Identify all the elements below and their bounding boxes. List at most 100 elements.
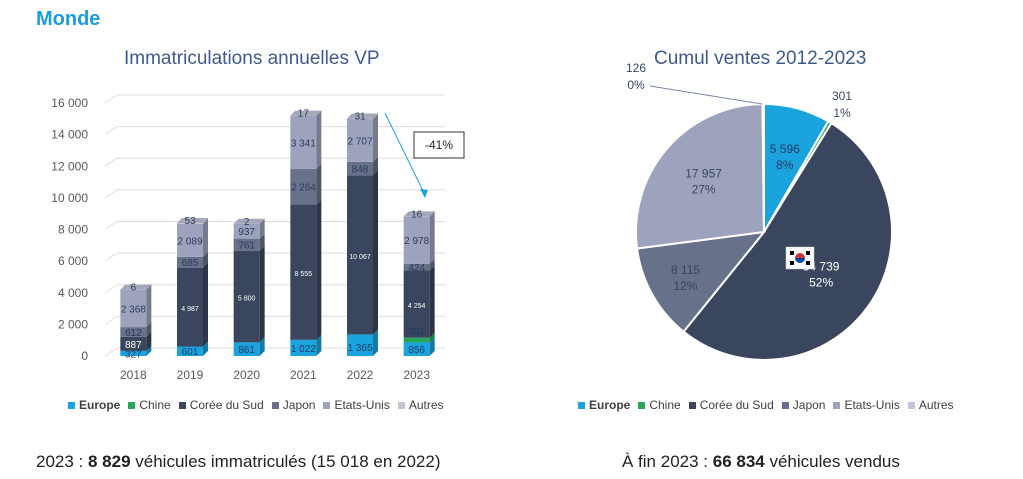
data-label-etats-unis: 2 978 xyxy=(404,236,429,247)
x-tick-label: 2023 xyxy=(403,368,430,382)
data-label-europe: 861 xyxy=(238,345,255,356)
bar-segment-etats-unis xyxy=(233,223,260,239)
pie-value-chine: 301 xyxy=(832,89,852,103)
bar-side-etats-unis xyxy=(146,284,152,328)
bar-segment-japon xyxy=(233,238,260,251)
legend-swatch xyxy=(578,401,585,409)
bar-legend-item-etats-unis: Etats-Unis xyxy=(323,398,390,412)
legend-label: Etats-Unis xyxy=(334,398,390,412)
pie-percent-japon: 12% xyxy=(673,279,697,293)
bar-segment-etats-unis xyxy=(347,119,373,162)
bar-segment-europe xyxy=(120,350,147,356)
bar-segment-autres xyxy=(347,118,373,120)
pie-legend-item-etats-unis: Etats-Unis xyxy=(833,398,900,412)
bar-side-europe xyxy=(429,337,435,356)
data-label-japon: 2 264 xyxy=(291,183,316,194)
pie-legend-item-chine: Chine xyxy=(638,398,681,412)
bar-segment-coree-du-sud xyxy=(233,250,260,343)
y-tick-label: 14 000 xyxy=(51,128,88,142)
bar-side-europe xyxy=(373,329,378,356)
summary-right-suffix: véhicules vendus xyxy=(764,452,900,471)
bar-segment-europe xyxy=(403,342,430,356)
gridline-diag xyxy=(104,252,118,262)
bar-segment-japon xyxy=(290,168,317,205)
gridline-diag xyxy=(104,284,118,294)
pie-slice-coree-du-sud xyxy=(682,121,893,361)
data-label-autres: 17 xyxy=(298,109,310,120)
bar-side-coree-du-sud xyxy=(146,331,152,351)
legend-label: Japon xyxy=(792,398,826,412)
bar-top xyxy=(403,211,435,217)
bar-chart: 0 2 000 4 000 6 000 8 000 10 000 12 000 14 000 1… xyxy=(51,94,465,382)
data-label-coree-du-sud: 4 987 xyxy=(181,306,199,313)
bar-legend-item-japon: Japon xyxy=(271,398,315,412)
pie-chart-legend: Europe Chine Corée du Sud Japon Etats-Unis Au… xyxy=(578,398,962,412)
pie-legend-item-europe: Europe xyxy=(578,398,630,412)
bar-top xyxy=(290,110,322,116)
data-label-etats-unis: 2 368 xyxy=(121,304,146,315)
bar-segment-coree-du-sud xyxy=(177,267,203,347)
bar-legend-item-autres: Autres xyxy=(397,398,444,412)
bar-segment-europe xyxy=(290,339,317,356)
gridline-diag xyxy=(104,157,118,167)
bar-legend-item-chine: Chine xyxy=(128,398,171,412)
data-label-japon: 685 xyxy=(182,258,199,269)
bar-side-europe xyxy=(259,337,265,356)
legend-label: Corée du Sud xyxy=(699,398,774,412)
data-label-coree-du-sud: 887 xyxy=(125,340,142,351)
summary-right-value: 66 834 xyxy=(712,452,765,471)
trend-arrow-head xyxy=(420,189,428,198)
summary-right-prefix: À fin 2023 : xyxy=(622,452,713,471)
bar-side-coree-du-sud xyxy=(316,199,322,340)
pie-value-europe: 5 596 xyxy=(770,142,800,156)
summary-left-prefix: 2023 : xyxy=(36,452,88,471)
bar-side-japon xyxy=(203,251,208,268)
x-tick-label: 2019 xyxy=(177,368,204,382)
pie-leader-line-autres xyxy=(649,85,763,105)
pie-percent-autres: 0% xyxy=(627,78,645,92)
bar-side-etats-unis xyxy=(316,110,322,169)
bar-segment-etats-unis xyxy=(120,289,147,328)
pie-percent-europe: 8% xyxy=(776,158,794,172)
legend-swatch xyxy=(638,401,646,409)
bar-segment-autres xyxy=(177,222,203,224)
bar-segment-coree-du-sud xyxy=(347,175,373,335)
pie-value-japon: 8 115 xyxy=(671,263,700,277)
pie-percent-etats-unis: 27% xyxy=(692,183,716,197)
south-korea-flag-icon xyxy=(785,246,815,270)
bar-segment-japon xyxy=(347,161,373,176)
bar-segment-japon xyxy=(403,263,430,271)
bar-top xyxy=(120,284,152,290)
bar-segment-chine xyxy=(403,337,430,343)
gridline-diag xyxy=(104,347,118,357)
bar-chart-title: Immatriculations annuelles VP xyxy=(124,48,380,69)
data-label-japon: 761 xyxy=(238,241,255,252)
bar-segment-etats-unis xyxy=(290,115,317,169)
bar-side-coree-du-sud xyxy=(429,265,435,338)
data-label-coree-du-sud: 5 800 xyxy=(238,296,256,303)
bar-segment-japon xyxy=(120,327,147,337)
data-label-europe: 327 xyxy=(125,349,142,360)
data-label-etats-unis: 937 xyxy=(238,227,255,238)
legend-swatch xyxy=(68,401,75,409)
bar-side-etats-unis xyxy=(203,218,208,257)
pie-slice-autres xyxy=(761,102,765,233)
trend-arrow-line xyxy=(384,112,426,196)
bar-side-japon xyxy=(429,258,435,271)
bar-side-etats-unis xyxy=(373,114,378,162)
bar-top xyxy=(177,217,208,223)
x-tick-label: 2018 xyxy=(120,368,147,382)
legend-swatch xyxy=(128,401,136,409)
bar-segment-coree-du-sud xyxy=(290,204,317,340)
page-heading: Monde xyxy=(36,8,101,30)
y-tick-label: 4 000 xyxy=(58,286,88,300)
legend-swatch xyxy=(323,401,331,409)
pie-percent-coree-du-sud: 52% xyxy=(809,275,833,289)
x-tick-label: 2021 xyxy=(290,368,317,382)
gridline-diag xyxy=(104,315,118,325)
data-label-autres: 53 xyxy=(184,216,196,227)
legend-swatch xyxy=(688,401,696,409)
legend-label: Etats-Unis xyxy=(844,398,900,412)
legend-label: Autres xyxy=(918,398,954,412)
legend-label: Europe xyxy=(79,398,121,412)
